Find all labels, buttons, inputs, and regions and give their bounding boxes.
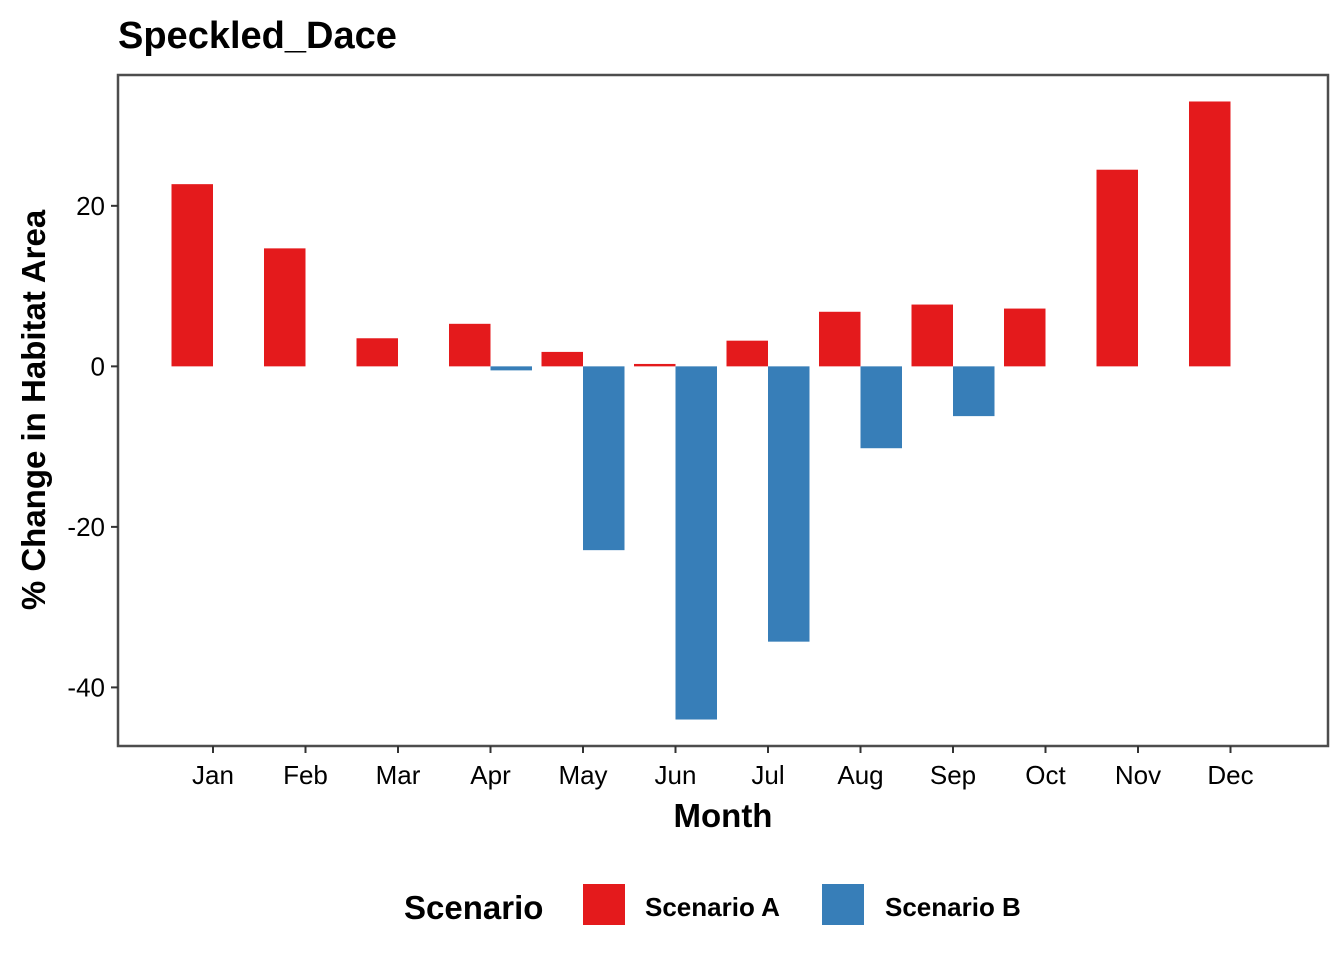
scenario-b-bar-jul: [768, 366, 810, 642]
x-tick-label-sep: Sep: [930, 760, 976, 790]
scenario-a-bar-nov: [1096, 169, 1138, 367]
scenario-a-bar-mar: [356, 338, 398, 367]
scenario-a-bar-oct: [1004, 308, 1046, 367]
legend-key-scenario-b: [822, 884, 864, 925]
x-tick-label-nov: Nov: [1115, 760, 1161, 790]
scenario-a-bar-sep: [911, 304, 953, 367]
scenario-b-bar-sep: [953, 366, 995, 417]
scenario-a-bar-may: [541, 351, 583, 367]
scenario-a-bar-dec: [1189, 101, 1231, 367]
scenario-b-bar-jun: [675, 366, 717, 720]
plot-panel-border: [116, 73, 1330, 748]
x-tick-label-apr: Apr: [470, 760, 511, 790]
x-tick-label-mar: Mar: [376, 760, 421, 790]
y-tick-label: -20: [67, 512, 105, 542]
x-tick-label-aug: Aug: [837, 760, 883, 790]
scenario-b-bar-apr: [490, 366, 532, 371]
scenario-b-bar-aug: [860, 366, 902, 449]
y-tick-label: 0: [91, 351, 105, 381]
scenario-a-bar-jan: [171, 184, 213, 367]
y-tick-label: -40: [67, 672, 105, 702]
legend-label-scenario-a: Scenario A: [645, 892, 780, 922]
scenario-b-bar-may: [583, 366, 625, 551]
x-tick-label-jun: Jun: [655, 760, 697, 790]
legend-key-scenario-a: [583, 884, 625, 925]
x-tick-label-jan: Jan: [192, 760, 234, 790]
x-tick-label-dec: Dec: [1207, 760, 1253, 790]
scenario-a-bar-jun: [634, 363, 676, 367]
scenario-a-bar-jul: [726, 340, 768, 367]
y-tick-label: 20: [76, 191, 105, 221]
y-axis-title: % Change in Habitat Area: [15, 209, 52, 610]
bars-layer: [171, 101, 1231, 720]
y-axis: -40 -20 0 20: [67, 191, 118, 702]
x-tick-label-jul: Jul: [751, 760, 784, 790]
chart-title: Speckled_Dace: [118, 15, 397, 57]
x-tick-label-oct: Oct: [1025, 760, 1066, 790]
x-tick-label-feb: Feb: [283, 760, 328, 790]
legend-label-scenario-b: Scenario B: [885, 892, 1021, 922]
x-axis-title: Month: [674, 797, 773, 834]
legend: Scenario Scenario A Scenario B: [404, 884, 1021, 926]
scenario-a-bar-aug: [819, 311, 861, 367]
scenario-a-bar-feb: [264, 248, 306, 367]
legend-title: Scenario: [404, 889, 543, 926]
x-axis: Jan Feb Mar Apr May Jun Jul Aug Sep Oct Nov Dec: [192, 746, 1254, 790]
x-tick-label-may: May: [558, 760, 607, 790]
scenario-a-bar-apr: [449, 323, 491, 367]
